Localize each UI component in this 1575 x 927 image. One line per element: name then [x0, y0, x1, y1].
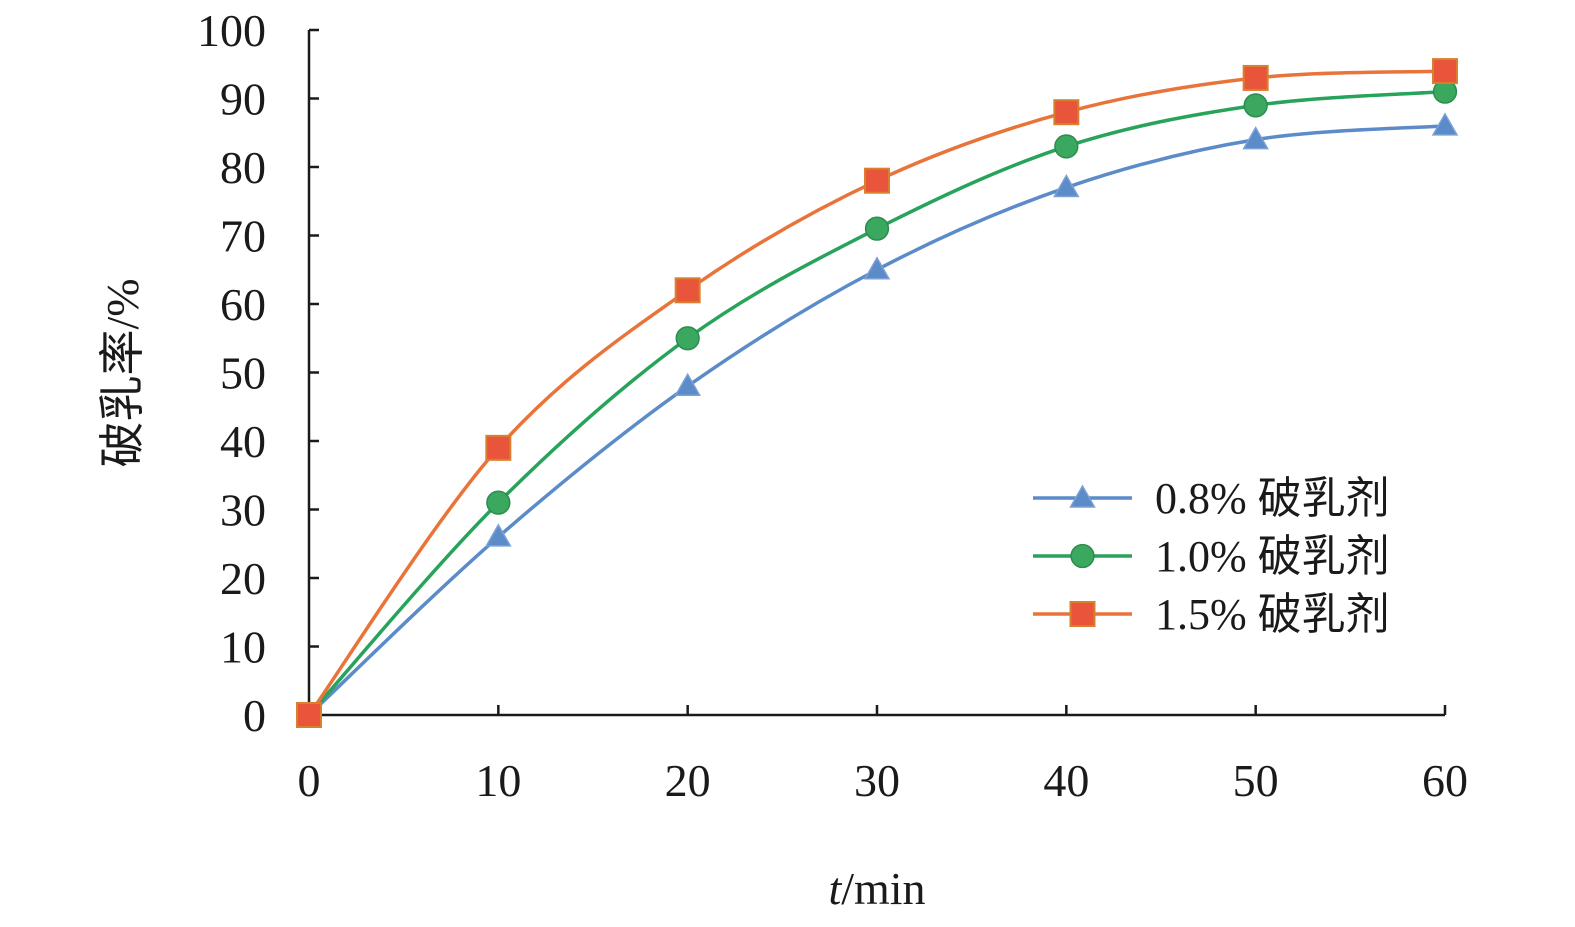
y-tick-label: 60	[220, 279, 266, 330]
y-tick-label: 90	[220, 74, 266, 125]
x-axis-title-unit: /min	[841, 863, 925, 914]
legend-marker	[1070, 543, 1095, 569]
x-tick-label: 20	[665, 755, 711, 806]
legend-label: 1.5% 破乳剂	[1155, 590, 1390, 639]
data-point	[864, 167, 890, 194]
data-point	[1432, 58, 1458, 85]
data-point	[674, 372, 701, 396]
data-point	[485, 434, 512, 461]
x-tick-label: 50	[1233, 755, 1279, 806]
legend-marker	[1069, 601, 1096, 627]
data-point	[1053, 99, 1080, 126]
data-point	[485, 523, 512, 547]
data-point	[486, 490, 511, 515]
y-tick-label: 20	[220, 553, 266, 604]
series-markers	[295, 58, 1459, 728]
data-point	[864, 216, 890, 241]
y-tick-label: 30	[220, 485, 266, 536]
legend-marker	[1069, 484, 1096, 508]
data-point	[1243, 93, 1268, 118]
data-point	[863, 256, 891, 280]
y-tick-label: 80	[220, 142, 266, 193]
y-tick-label: 10	[220, 622, 266, 673]
x-tick-label: 10	[475, 755, 521, 806]
legend-item: 1.5% 破乳剂	[1033, 590, 1390, 639]
data-point	[1054, 134, 1079, 159]
y-tick-label: 100	[197, 5, 266, 56]
legend-label: 0.8% 破乳剂	[1155, 474, 1390, 523]
x-tick-label: 60	[1422, 755, 1468, 806]
legend: 0.8% 破乳剂 1.0% 破乳剂 1.5% 破乳剂	[1033, 474, 1390, 639]
data-point	[674, 277, 701, 304]
y-axis-title: 破乳率/%	[97, 278, 148, 467]
data-point	[1242, 64, 1269, 91]
data-point	[675, 326, 700, 351]
data-point	[1431, 112, 1459, 136]
legend-label: 1.0% 破乳剂	[1155, 532, 1390, 581]
y-tick-label: 40	[220, 416, 266, 467]
x-axis-title: t/min	[828, 863, 925, 914]
y-tick-label: 0	[243, 690, 266, 741]
legend-item: 1.0% 破乳剂	[1033, 532, 1390, 581]
data-point	[296, 702, 322, 728]
y-tick-label: 70	[220, 211, 266, 262]
data-point	[1053, 174, 1080, 198]
x-tick-label: 0	[298, 755, 321, 806]
data-point	[1242, 126, 1269, 150]
x-axis-title-variable: t	[828, 863, 842, 914]
x-tick-label: 30	[854, 755, 900, 806]
legend-item: 0.8% 破乳剂	[1033, 474, 1390, 523]
y-tick-label: 50	[220, 348, 266, 399]
tick-labels: 0 10 20 30 40 50 60 70 80 90 100 0 10 20 30 40 50 60	[197, 5, 1468, 806]
x-tick-label: 40	[1043, 755, 1089, 806]
